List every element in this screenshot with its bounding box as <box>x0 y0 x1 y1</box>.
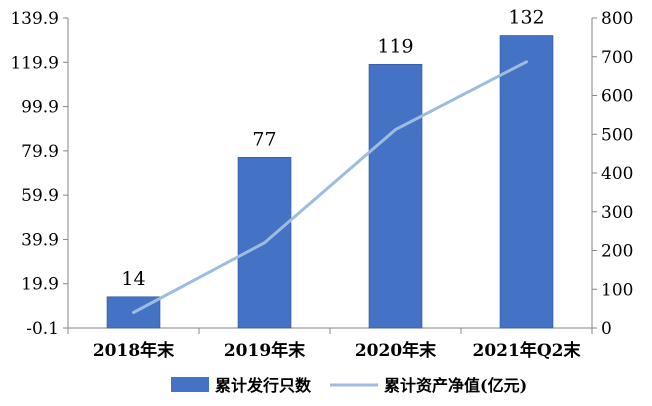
y-left-tick-label: 39.9 <box>21 230 59 250</box>
y-right-tick-label: 400 <box>601 164 633 184</box>
bar-data-label: 119 <box>377 35 413 57</box>
plot-area: -0.1 19.9 39.9 59.9 79.9 99.9 119.9 139.9 0 100 20… <box>10 6 633 361</box>
bar-2021年Q2末 <box>499 35 554 329</box>
legend-label-line: 累计资产净值(亿元) <box>384 376 527 395</box>
y-right-tick-label: 300 <box>601 203 633 223</box>
y-left-tick-label: 99.9 <box>21 98 59 118</box>
x-tick-label: 2020年末 <box>355 340 437 361</box>
y-right-tick-label: 100 <box>601 280 633 300</box>
y-right-tick-label: 600 <box>601 87 633 107</box>
bar-data-label: 14 <box>121 268 145 290</box>
x-tick-label: 2019年末 <box>224 340 306 361</box>
bar-data-label: 132 <box>508 6 544 28</box>
x-tick-label: 2018年末 <box>93 340 175 361</box>
y-right-tick-label: 800 <box>601 9 633 29</box>
y-left-tick-label: -0.1 <box>26 319 59 339</box>
legend: 累计发行只数 累计资产净值(亿元) <box>171 376 527 395</box>
legend-label-bars: 累计发行只数 <box>215 376 312 395</box>
y-right-tick-label: 200 <box>601 242 633 262</box>
y-left-tick-label: 79.9 <box>21 142 59 162</box>
y-right-tick-label: 500 <box>601 125 633 145</box>
bar-data-label: 77 <box>252 128 276 150</box>
y-left-tick-label: 19.9 <box>21 275 59 295</box>
y-right-tick-label: 0 <box>601 319 612 339</box>
x-tick-label: 2021年Q2末 <box>473 340 582 361</box>
line-series-asset-value <box>132 60 528 314</box>
y-left-tick-label: 139.9 <box>10 9 59 29</box>
y-left-tick-label: 59.9 <box>21 186 59 206</box>
legend-swatch-bars <box>171 377 209 392</box>
y-left-tick-label: 119.9 <box>10 53 59 73</box>
bar-2020年末 <box>368 63 423 329</box>
y-right-tick-label: 700 <box>601 48 633 68</box>
